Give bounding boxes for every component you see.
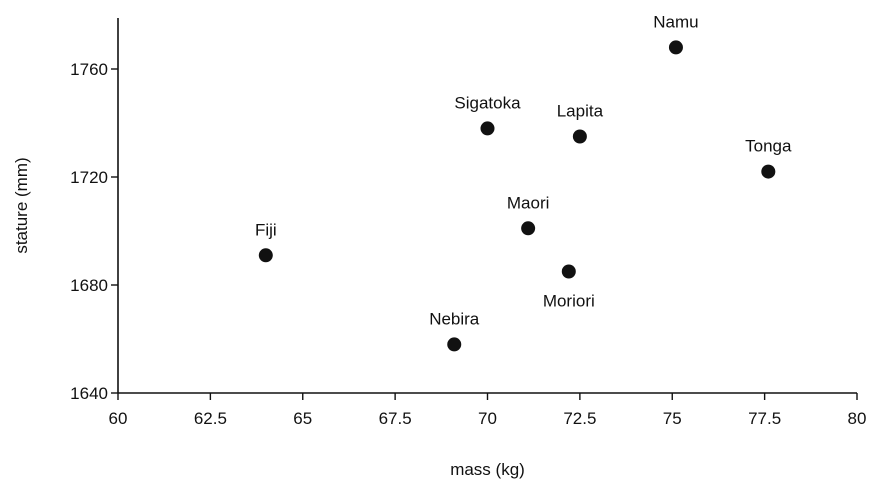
x-tick-label: 67.5 [379, 409, 412, 428]
data-point-group: Maori [507, 193, 550, 236]
x-tick-label: 72.5 [563, 409, 596, 428]
data-points: Namu Sigatoka Lapita Tonga Maori Fiji Moriori N… [255, 12, 792, 352]
data-point-label: Fiji [255, 220, 277, 239]
y-axis-label: stature (mm) [12, 157, 31, 253]
data-point-label: Moriori [543, 292, 595, 311]
data-point-group: Sigatoka [454, 93, 521, 136]
y-tick-label: 1760 [70, 60, 108, 79]
data-point [447, 337, 462, 352]
x-tick-label: 62.5 [194, 409, 227, 428]
x-tick-label: 70 [478, 409, 497, 428]
y-axis-ticks: 1640 1680 1720 1760 [70, 60, 118, 403]
data-point-group: Fiji [255, 220, 277, 263]
x-axis-ticks: 60 62.5 65 67.5 70 72.5 75 77.5 80 [109, 393, 867, 428]
x-tick-label: 80 [848, 409, 867, 428]
data-point [761, 164, 776, 179]
data-point-group: Lapita [557, 102, 604, 144]
x-tick-label: 75 [663, 409, 682, 428]
y-tick-label: 1640 [70, 384, 108, 403]
data-point-label: Nebira [429, 309, 480, 328]
data-point-label: Tonga [745, 137, 792, 156]
x-tick-label: 77.5 [748, 409, 781, 428]
x-tick-label: 60 [109, 409, 128, 428]
data-point [258, 248, 273, 263]
axes [117, 18, 857, 394]
x-tick-label: 65 [293, 409, 312, 428]
data-point-group: Namu [653, 12, 699, 55]
data-point [668, 40, 683, 55]
data-point-label: Lapita [557, 102, 604, 121]
data-point-group: Tonga [745, 137, 792, 179]
data-point-label: Maori [507, 193, 550, 212]
y-tick-label: 1680 [70, 276, 108, 295]
y-tick-label: 1720 [70, 168, 108, 187]
data-point-group: Nebira [429, 309, 480, 352]
data-point [561, 264, 576, 279]
data-point [521, 221, 536, 236]
data-point [480, 121, 495, 136]
data-point-label: Namu [653, 12, 698, 31]
data-point [572, 129, 587, 144]
data-point-group: Moriori [543, 264, 595, 311]
x-axis-label: mass (kg) [450, 460, 525, 479]
data-point-label: Sigatoka [454, 93, 521, 112]
